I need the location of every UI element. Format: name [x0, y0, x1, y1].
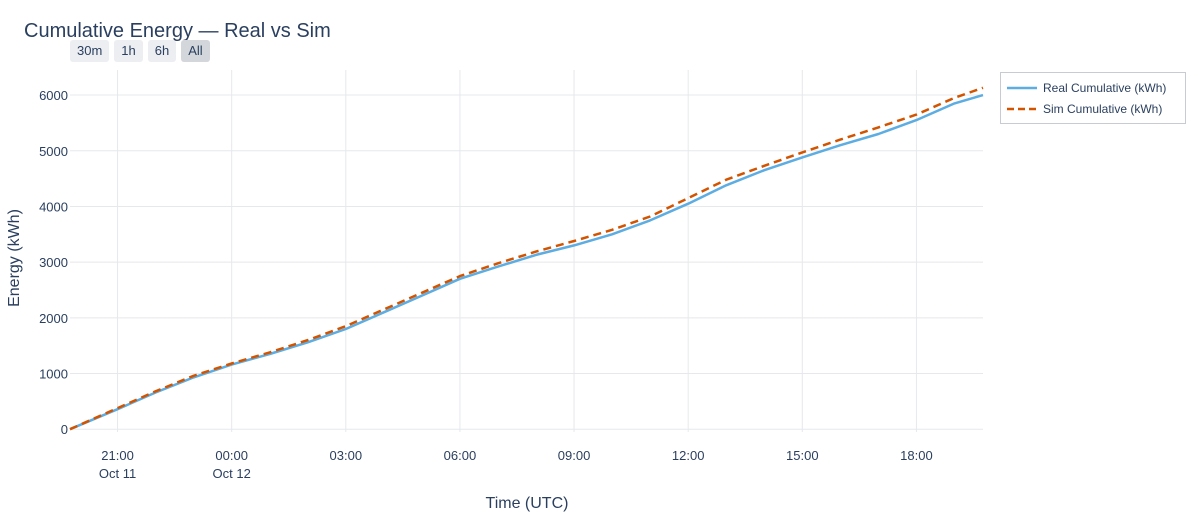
- legend-item-sim[interactable]: Sim Cumulative (kWh): [1001, 99, 1162, 119]
- series-line-sim: [69, 86, 984, 431]
- x-axis-title: Time (UTC): [486, 495, 569, 512]
- x-tick-label: 15:00: [786, 448, 819, 463]
- x-tick-label: 21:00: [101, 448, 134, 463]
- x-tick-label: 09:00: [558, 448, 591, 463]
- y-tick-label: 5000: [39, 144, 68, 159]
- y-tick-label: 6000: [39, 88, 68, 103]
- legend-swatch-sim: [1007, 107, 1037, 111]
- x-tick-sublabel: Oct 12: [213, 466, 251, 481]
- range-button-6h[interactable]: 6h: [147, 40, 177, 62]
- y-tick-label: 1000: [39, 367, 68, 382]
- x-tick-label: 03:00: [330, 448, 363, 463]
- x-tick-sublabel: Oct 11: [99, 466, 136, 481]
- range-button-30m[interactable]: 30m: [70, 40, 110, 62]
- grid-lines: [70, 70, 983, 432]
- x-tick-label: 12:00: [672, 448, 705, 463]
- legend-label-sim: Sim Cumulative (kWh): [1043, 102, 1163, 116]
- range-button-1h[interactable]: 1h: [114, 40, 143, 62]
- legend: Real Cumulative (kWh) Sim Cumulative (kW…: [1000, 72, 1186, 124]
- range-selector: 30m 1h 6h All: [70, 40, 210, 62]
- range-button-all[interactable]: All: [181, 40, 210, 62]
- y-tick-label: 2000: [39, 311, 68, 326]
- legend-swatch-real: [1007, 86, 1037, 90]
- y-tick-label: 0: [61, 422, 68, 437]
- x-tick-label: 06:00: [444, 448, 477, 463]
- x-tick-label: 18:00: [900, 448, 933, 463]
- y-axis-title: Energy (kWh): [6, 209, 23, 307]
- chart-title: Cumulative Energy — Real vs Sim: [24, 20, 331, 42]
- y-tick-label: 3000: [39, 255, 68, 270]
- x-tick-label: 00:00: [215, 448, 248, 463]
- legend-label-real: Real Cumulative (kWh): [1043, 81, 1167, 95]
- series-lines: [69, 86, 984, 431]
- x-axis-ticks: 21:00 Oct 11 00:00 Oct 12 03:00 06:00 09:00 12:…: [99, 448, 933, 481]
- legend-item-real[interactable]: Real Cumulative (kWh): [1001, 78, 1166, 98]
- y-axis-ticks: 0 1000 2000 3000 4000 5000 6000: [39, 88, 68, 437]
- y-tick-label: 4000: [39, 199, 68, 214]
